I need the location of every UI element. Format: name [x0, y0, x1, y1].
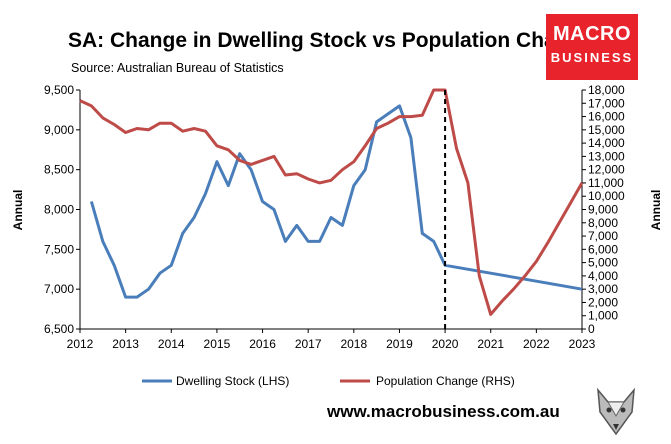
chart-source: Source: Australian Bureau of Statistics	[71, 61, 284, 75]
y-right-tick-label: 11,000	[588, 176, 624, 190]
series-line-dwelling-stock	[89, 104, 583, 299]
x-tick-label: 2015	[204, 337, 231, 351]
y-right-tick-label: 10,000	[588, 189, 625, 203]
y-right-tick-label: 9,000	[588, 203, 618, 217]
x-tick-label: 2019	[386, 337, 413, 351]
y-left-tick-label: 9,000	[44, 123, 74, 137]
macrobusiness-logo: MACRO BUSINESS	[546, 14, 638, 80]
y-left-axis-title: Annual	[11, 190, 25, 231]
y-right-tick-label: 15,000	[588, 123, 625, 137]
series-line-population-change	[79, 88, 584, 316]
y-right-tick-label: 8,000	[588, 216, 618, 230]
x-tick-label: 2014	[158, 337, 185, 351]
y-right-axis-title: Annual	[649, 190, 663, 231]
x-tick-label: 2012	[67, 337, 94, 351]
y-right-tick-label: 2,000	[588, 295, 618, 309]
axes	[76, 89, 586, 333]
x-tick-label: 2016	[249, 337, 276, 351]
y-left-tick-label: 7,000	[44, 282, 74, 296]
y-right-tick-label: 7,000	[588, 229, 618, 243]
legend: Dwelling Stock (LHS) Population Change (…	[142, 374, 515, 388]
x-tick-label: 2021	[477, 337, 504, 351]
y-right-tick-label: 14,000	[588, 136, 625, 150]
y-left-tick-label: 7,500	[44, 242, 74, 256]
y-left-tick-label: 6,500	[44, 322, 74, 336]
y-right-tick-label: 12,000	[588, 163, 625, 177]
legend-label-population: Population Change (RHS)	[376, 374, 515, 388]
logo-line1: MACRO	[552, 23, 632, 45]
y-right-tick-label: 16,000	[588, 110, 625, 124]
y-right-tick-label: 4,000	[588, 269, 618, 283]
y-left-tick-label: 9,500	[44, 83, 74, 97]
legend-label-dwelling: Dwelling Stock (LHS)	[176, 374, 289, 388]
x-tick-label: 2013	[112, 337, 139, 351]
y-left-tick-label: 8,500	[44, 163, 74, 177]
logo-line2: BUSINESS	[550, 50, 634, 65]
y-right-tick-label: 5,000	[588, 256, 618, 270]
chart-title: SA: Change in Dwelling Stock vs Populati…	[68, 29, 594, 52]
fox-icon	[597, 387, 635, 436]
y-right-tick-label: 17,000	[588, 96, 625, 110]
tick-labels: 6,500 7,000 7,500 8,000 8,500 9,000 9,500 01,00…	[44, 83, 625, 351]
y-right-tick-label: 3,000	[588, 282, 618, 296]
y-right-tick-label: 0	[588, 322, 595, 336]
plot-area	[80, 90, 582, 329]
y-right-tick-label: 18,000	[588, 83, 625, 97]
x-tick-label: 2020	[432, 337, 459, 351]
y-left-tick-label: 8,000	[44, 203, 74, 217]
y-right-tick-label: 1,000	[588, 309, 618, 323]
x-tick-label: 2022	[523, 337, 550, 351]
x-tick-label: 2023	[569, 337, 596, 351]
y-right-tick-label: 13,000	[588, 149, 625, 163]
x-tick-label: 2017	[295, 337, 322, 351]
y-right-tick-label: 6,000	[588, 242, 618, 256]
x-tick-label: 2018	[340, 337, 367, 351]
series-lines	[79, 88, 584, 329]
website-url: www.macrobusiness.com.au	[327, 402, 560, 421]
